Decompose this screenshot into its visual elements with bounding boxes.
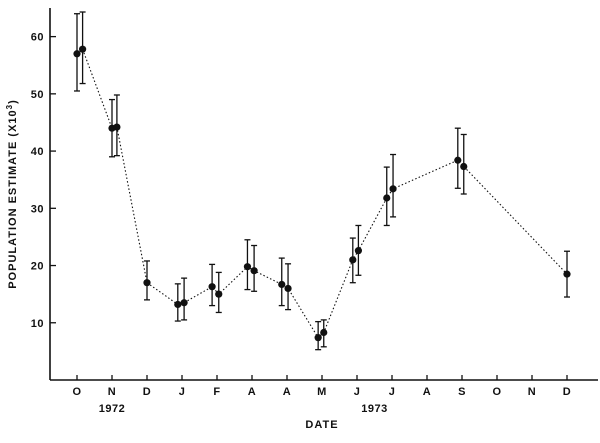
- data-point-15: [349, 256, 357, 264]
- axes-layer: 10 20 30 40 50 60 O N D J F A A M J J A S O N D: [31, 8, 598, 398]
- x-tick-label-o: O: [492, 386, 501, 398]
- x-tick-label-n: N: [108, 386, 116, 398]
- data-point-11: [278, 280, 286, 289]
- data-point-19: [454, 156, 462, 164]
- y-axis-label-main: POPULATION ESTIMATE (X10: [7, 109, 19, 288]
- data-point-0: [73, 50, 81, 58]
- y-tick-label: 50: [31, 89, 44, 101]
- x-tick-label-j: J: [354, 386, 361, 398]
- points-layer: [73, 45, 571, 342]
- data-point-1: [79, 45, 87, 53]
- data-point-3: [113, 123, 121, 131]
- data-point-5: [174, 300, 182, 309]
- x-tick-label-m: M: [317, 386, 327, 398]
- data-point-4: [143, 279, 151, 287]
- data-point-14: [320, 328, 328, 337]
- x-tick-label-a: A: [423, 386, 431, 398]
- year-label-1972: 1972: [99, 403, 125, 415]
- x-tick-label-a: A: [248, 386, 256, 398]
- x-tick-label-d: D: [143, 386, 151, 398]
- data-point-20: [460, 162, 468, 171]
- data-point-8: [215, 290, 223, 298]
- y-tick-label: 10: [31, 318, 44, 330]
- labels-layer: DATE 1972 1973 POPULATION ESTIMATE (X103…: [5, 99, 387, 431]
- y-axis-label: POPULATION ESTIMATE (X103): [5, 99, 19, 289]
- y-tick-label: 30: [31, 203, 44, 215]
- x-axis-label: DATE: [305, 419, 338, 431]
- y-axis-label-superscript: 3: [5, 104, 14, 109]
- data-point-13: [314, 334, 322, 342]
- data-point-9: [243, 263, 252, 271]
- x-tick-label-j: J: [389, 386, 396, 398]
- y-tick-label: 20: [31, 261, 44, 273]
- x-tick-label-o: O: [72, 386, 81, 398]
- data-point-6: [180, 299, 188, 307]
- data-point-12: [284, 284, 292, 293]
- x-tick-label-d: D: [563, 386, 571, 398]
- x-tick-label-s: S: [458, 386, 466, 398]
- data-point-16: [354, 247, 362, 255]
- y-tick-label: 60: [31, 32, 44, 44]
- connector-layer: [76, 48, 568, 339]
- x-tick-label-f: F: [213, 386, 220, 398]
- x-tick-label-n: N: [528, 386, 536, 398]
- errorbar-layer: [74, 11, 570, 351]
- data-point-17: [383, 194, 391, 202]
- x-tick-label-j: J: [179, 386, 186, 398]
- data-point-7: [208, 283, 216, 291]
- data-point-18: [389, 185, 397, 193]
- y-axis-label-suffix: ): [7, 99, 19, 104]
- data-point-10: [250, 267, 258, 275]
- data-point-21: [563, 270, 571, 278]
- series-connector-line: [76, 48, 568, 339]
- x-tick-label-a: A: [283, 386, 291, 398]
- y-tick-label: 40: [31, 146, 44, 158]
- year-label-1973: 1973: [361, 403, 387, 415]
